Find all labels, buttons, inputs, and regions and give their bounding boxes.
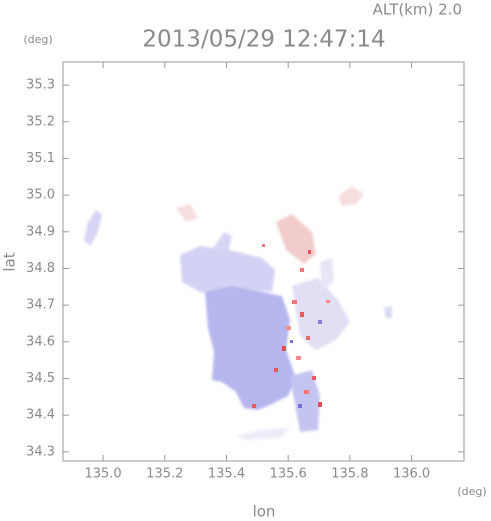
y-tick-label: 34.8 [26, 261, 55, 276]
x-tick-label: 135.6 [270, 467, 307, 482]
x-axis-label: lon [253, 503, 276, 521]
y-tick-label: 34.9 [26, 224, 55, 239]
x-tick-label: 135.2 [146, 467, 183, 482]
y-tick-label: 34.3 [26, 444, 55, 459]
y-tick-label: 34.6 [26, 334, 55, 349]
y-tick-label: 34.4 [26, 408, 55, 423]
plot-frame [62, 61, 465, 462]
y-axis-label: lat [1, 252, 19, 271]
x-tick-label: 135.0 [84, 467, 121, 482]
y-tick-label: 34.7 [26, 298, 55, 313]
altitude-label: ALT(km) 2.0 [373, 1, 462, 19]
chart-title: 2013/05/29 12:47:14 [142, 27, 385, 53]
y-tick-label: 35.0 [26, 188, 55, 203]
x-tick-label: 135.8 [331, 467, 368, 482]
y-unit: (deg) [23, 33, 52, 46]
y-tick-label: 34.5 [26, 371, 55, 386]
radar-echo [84, 186, 392, 440]
y-tick-label: 35.3 [26, 78, 55, 93]
y-tick-label: 35.1 [26, 151, 55, 166]
x-tick-label: 136.0 [393, 467, 430, 482]
radar-speckle [252, 244, 330, 408]
x-unit: (deg) [457, 485, 486, 498]
x-tick-label: 135.4 [208, 467, 245, 482]
y-tick-label: 35.2 [26, 114, 55, 129]
